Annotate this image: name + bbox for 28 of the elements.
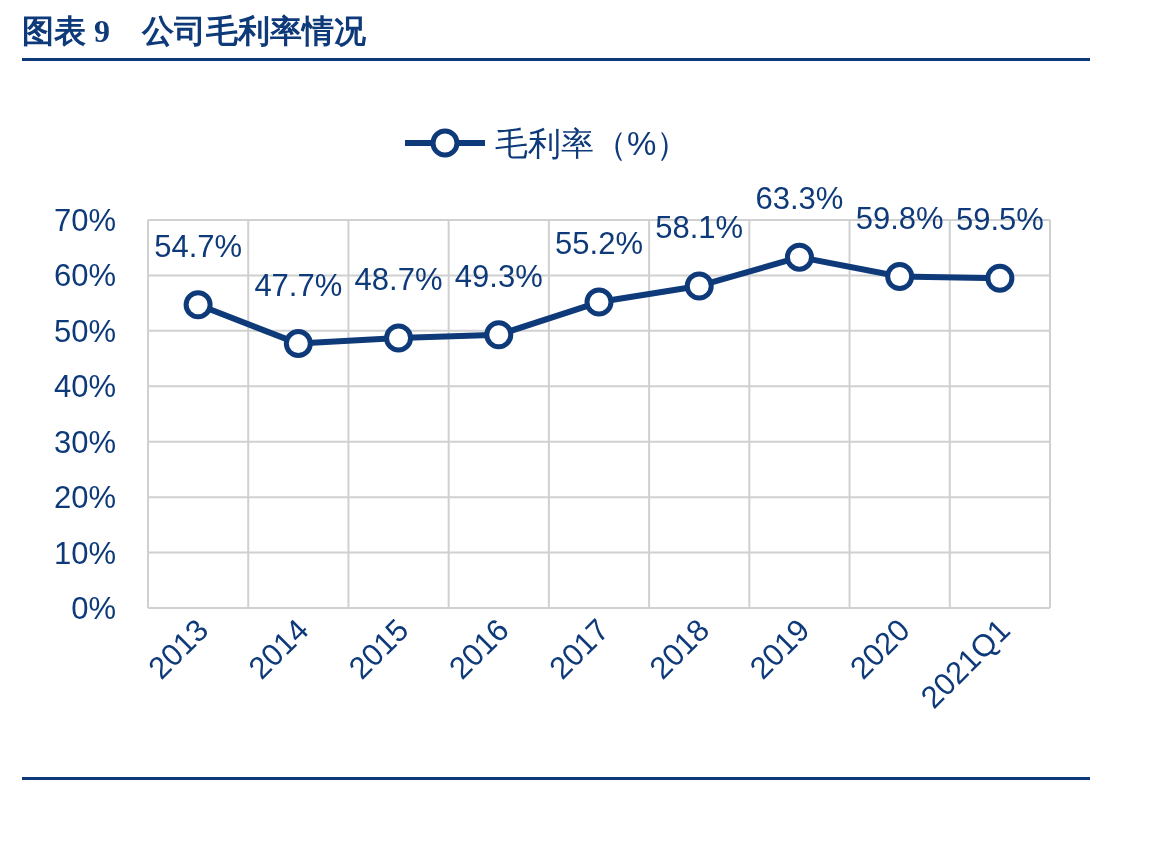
data-label: 49.3% — [454, 258, 543, 294]
data-label: 47.7% — [254, 267, 343, 303]
point — [183, 290, 213, 320]
y-tick-label: 30% — [53, 424, 116, 460]
y-tick-label: 0% — [71, 591, 116, 626]
y-tick-label: 40% — [53, 369, 116, 405]
data-label: 48.7% — [354, 262, 443, 298]
point — [384, 323, 414, 353]
data-label: 59.8% — [855, 200, 944, 236]
point — [484, 320, 514, 350]
legend-label: 毛利率（%） — [495, 125, 690, 162]
data-label: 54.7% — [154, 228, 243, 264]
data-label: 63.3% — [755, 181, 844, 217]
chart-title: 图表 9 公司毛利率情况 — [22, 13, 367, 49]
point — [684, 271, 714, 301]
data-label: 58.1% — [655, 209, 744, 245]
point — [283, 329, 313, 359]
data-label: 55.2% — [555, 226, 643, 262]
point — [784, 242, 814, 272]
data-label: 59.5% — [955, 202, 1044, 238]
y-tick-label: 60% — [53, 258, 116, 294]
point — [885, 262, 915, 292]
y-tick-label: 70% — [53, 203, 116, 238]
point — [985, 263, 1015, 293]
point — [584, 287, 614, 317]
y-tick-label: 20% — [53, 480, 116, 516]
y-tick-label: 50% — [53, 313, 116, 349]
y-tick-label: 10% — [53, 535, 116, 571]
